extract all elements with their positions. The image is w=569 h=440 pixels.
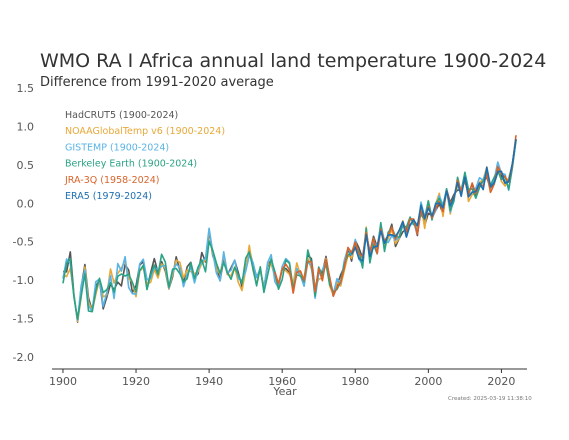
legend-entry-6: ERA5 (1979-2024) (65, 191, 152, 202)
x-tick-label: 1920 (122, 375, 150, 388)
legend-entry-1: HadCRUT5 (1900-2024) (65, 110, 178, 121)
x-tick-label: 2020 (487, 375, 515, 388)
series-line-4 (62, 139, 517, 321)
legend: HadCRUT5 (1900-2024) NOAAGlobalTemp v6 (1… (64, 110, 225, 202)
chart-subtitle: Difference from 1991-2020 average (40, 75, 274, 90)
y-tick-label: 1.5 (17, 82, 35, 95)
x-tick-label: 1940 (195, 375, 223, 388)
y-tick-label: 1.0 (17, 120, 35, 133)
y-tick-label: -2.0 (13, 351, 34, 364)
y-tick-label: -1.0 (13, 274, 34, 287)
y-tick-label: -0.5 (13, 236, 34, 249)
series-line-6 (350, 138, 517, 262)
series-line-5 (274, 135, 517, 297)
x-tick-label: 1960 (268, 375, 296, 388)
x-tick-label: 1900 (49, 375, 77, 388)
legend-entry-3: GISTEMP (1900-2024) (65, 142, 169, 153)
created-note: Created: 2025-03-19 11:38:10 (448, 396, 532, 402)
plot-lines (62, 135, 517, 324)
y-tick-label: 0.0 (17, 197, 35, 210)
y-tick-label: 0.5 (17, 159, 35, 172)
legend-entry-5: JRA-3Q (1958-2024) (64, 175, 159, 186)
x-tick-label: 1980 (341, 375, 369, 388)
x-axis-label: Year (272, 385, 297, 398)
chart-title: WMO RA I Africa annual land temperature … (40, 50, 546, 72)
axes: 1900 1920 1940 1960 1980 2000 2020 1.5 1.0 0.5 0.0… (13, 82, 527, 388)
legend-entry-2: NOAAGlobalTemp v6 (1900-2024) (65, 126, 225, 137)
x-tick-label: 2000 (414, 375, 442, 388)
y-tick-label: -1.5 (13, 313, 34, 326)
legend-entry-4: Berkeley Earth (1900-2024) (65, 159, 197, 170)
